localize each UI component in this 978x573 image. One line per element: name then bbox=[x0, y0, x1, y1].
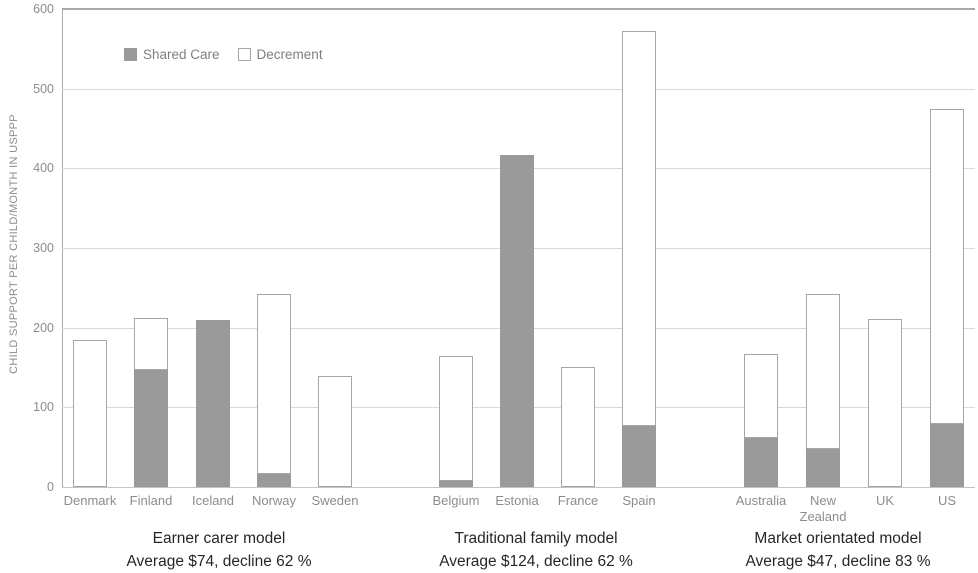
bar-shared-care-estonia bbox=[500, 155, 534, 487]
y-tick-label-400: 400 bbox=[33, 161, 54, 176]
group-label-earner-carer: Earner carer model Average $74, decline … bbox=[49, 527, 389, 573]
category-label-sweden: Sweden bbox=[311, 493, 359, 508]
category-label-iceland: Iceland bbox=[192, 493, 234, 508]
bar-decrement-australia bbox=[744, 354, 778, 438]
bar-decrement-new-zealand bbox=[806, 294, 840, 449]
bar-decrement-belgium bbox=[439, 356, 473, 481]
bar-shared-care-belgium bbox=[439, 481, 473, 487]
x-axis-line bbox=[62, 487, 975, 488]
bar-shared-care-iceland bbox=[196, 320, 230, 487]
shared-care-swatch-icon bbox=[124, 48, 137, 61]
group-subtitle: Average $74, decline 62 % bbox=[126, 553, 312, 570]
group-subtitle: Average $124, decline 62 % bbox=[439, 553, 633, 570]
legend-label-shared-care: Shared Care bbox=[143, 47, 220, 62]
y-tick-label-600: 600 bbox=[33, 2, 54, 16]
decrement-swatch-icon bbox=[237, 48, 251, 61]
y-tick-label-0: 0 bbox=[47, 480, 54, 494]
category-label-france: France bbox=[557, 493, 599, 508]
bar-decrement-sweden bbox=[318, 376, 352, 487]
bar-shared-care-new-zealand bbox=[806, 449, 840, 487]
group-label-traditional-family: Traditional family model Average $124, d… bbox=[366, 527, 706, 573]
bar-decrement-france bbox=[561, 367, 595, 487]
bar-shared-care-us bbox=[930, 424, 964, 487]
group-title: Earner carer model bbox=[152, 530, 286, 547]
category-label-belgium: Belgium bbox=[432, 493, 480, 508]
bar-shared-care-finland bbox=[134, 370, 168, 487]
category-label-norway: Norway bbox=[251, 493, 297, 508]
group-title: Market orientated model bbox=[754, 530, 922, 547]
bar-decrement-spain bbox=[622, 31, 656, 426]
bar-decrement-norway bbox=[257, 294, 291, 474]
category-label-new-zealand: New Zealand bbox=[799, 493, 847, 524]
category-label-us: US bbox=[937, 493, 957, 508]
category-label-australia: Australia bbox=[735, 493, 787, 508]
legend-label-decrement: Decrement bbox=[256, 47, 323, 62]
y-tick-label-300: 300 bbox=[33, 241, 54, 255]
bar-shared-care-norway bbox=[257, 474, 291, 487]
legend-item-shared-care: Shared Care bbox=[124, 47, 220, 62]
category-label-estonia: Estonia bbox=[495, 493, 539, 508]
category-label-uk: UK bbox=[875, 493, 895, 508]
y-tick-label-200: 200 bbox=[33, 320, 54, 335]
y-tick-label-100: 100 bbox=[33, 400, 54, 415]
group-subtitle: Average $47, decline 83 % bbox=[745, 553, 931, 570]
bar-decrement-uk bbox=[868, 319, 902, 487]
bar-shared-care-spain bbox=[622, 426, 656, 487]
legend-item-decrement: Decrement bbox=[237, 47, 323, 62]
gridline-600 bbox=[62, 8, 975, 10]
category-label-spain: Spain bbox=[622, 493, 656, 508]
bar-decrement-finland bbox=[134, 318, 168, 370]
bar-decrement-us bbox=[930, 109, 964, 424]
category-label-finland: Finland bbox=[129, 493, 173, 508]
group-title: Traditional family model bbox=[454, 530, 618, 547]
group-label-market-orientated: Market orientated model Average $47, dec… bbox=[668, 527, 978, 573]
y-tick-label-500: 500 bbox=[33, 81, 54, 96]
category-label-denmark: Denmark bbox=[63, 493, 117, 508]
bar-decrement-denmark bbox=[73, 340, 107, 487]
gridline-500 bbox=[62, 88, 975, 90]
bar-shared-care-australia bbox=[744, 438, 778, 487]
legend: Shared Care Decrement bbox=[124, 47, 323, 62]
